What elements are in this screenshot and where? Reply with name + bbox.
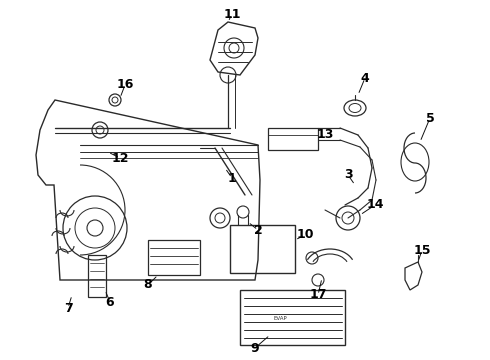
Text: 2: 2 <box>254 224 262 237</box>
Bar <box>268 128 318 150</box>
Text: 3: 3 <box>343 168 352 181</box>
Text: 1: 1 <box>228 171 236 184</box>
Text: 16: 16 <box>116 78 134 91</box>
Text: 7: 7 <box>64 302 73 315</box>
Text: 6: 6 <box>106 296 114 309</box>
Text: 10: 10 <box>296 229 314 242</box>
Text: 11: 11 <box>223 8 241 21</box>
Bar <box>240 290 345 345</box>
Text: 4: 4 <box>361 72 369 85</box>
Text: 5: 5 <box>426 112 434 125</box>
Text: 13: 13 <box>317 129 334 141</box>
Bar <box>148 240 200 275</box>
Bar <box>88 255 106 297</box>
Text: 9: 9 <box>251 342 259 355</box>
Text: 15: 15 <box>413 243 431 256</box>
Text: 12: 12 <box>111 152 129 165</box>
Text: 17: 17 <box>309 288 327 302</box>
Bar <box>230 225 295 273</box>
Text: EVAP: EVAP <box>273 315 287 320</box>
Text: 14: 14 <box>366 198 384 211</box>
Text: 8: 8 <box>144 279 152 292</box>
